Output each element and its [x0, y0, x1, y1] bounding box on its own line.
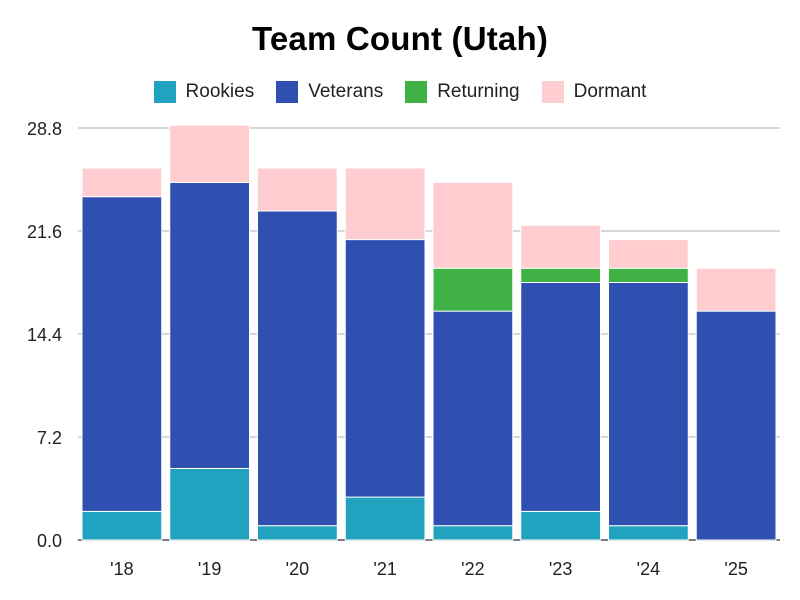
bar-dormant-6 [608, 239, 689, 269]
x-tick-label: '24 [637, 559, 660, 579]
legend-label-veterans: Veterans [308, 81, 384, 102]
bar-veterans-1 [169, 181, 250, 469]
y-axis: 0.0 7.2 14.4 21.6 28.8 [27, 119, 62, 551]
chart-title: Team Count (Utah) [251, 20, 549, 57]
x-tick-label: '21 [373, 559, 396, 579]
x-tick-label: '23 [549, 559, 572, 579]
bar-veterans-7 [695, 310, 777, 541]
bar-dormant-7 [695, 267, 777, 312]
y-tick-label: 14.4 [27, 325, 62, 345]
y-tick-label: 21.6 [27, 222, 62, 242]
legend-item-rookies: Rookies [153, 81, 255, 103]
bar-veterans-3 [344, 239, 426, 498]
bars [81, 124, 777, 541]
bar-dormant-2 [257, 167, 338, 212]
x-tick-label: '19 [198, 559, 221, 579]
bar-rookies-3 [344, 496, 426, 541]
y-tick-label: 28.8 [27, 119, 62, 139]
y-tick-label: 0.0 [37, 531, 62, 551]
x-tick-label: '22 [461, 559, 484, 579]
legend-swatch-returning [405, 81, 428, 103]
bar-veterans-6 [608, 282, 689, 527]
legend-item-dormant: Dormant [541, 81, 647, 103]
x-axis: '18 '19 '20 '21 '22 '23 '24 '25 [110, 559, 748, 579]
legend-item-veterans: Veterans [276, 81, 383, 103]
bar-rookies-2 [257, 525, 338, 541]
legend-swatch-rookies [153, 81, 176, 103]
bar-veterans-5 [520, 282, 601, 512]
legend-item-returning: Returning [405, 81, 520, 103]
y-tick-label: 7.2 [37, 428, 62, 448]
bar-returning-5 [520, 267, 601, 284]
bar-dormant-1 [169, 124, 250, 183]
legend: Rookies Veterans Returning Dormant [0, 80, 800, 104]
bar-dormant-5 [520, 224, 601, 269]
legend-swatch-veterans [276, 81, 299, 103]
bar-rookies-1 [169, 467, 250, 541]
x-tick-label: '18 [110, 559, 133, 579]
legend-label-returning: Returning [437, 81, 520, 102]
bar-veterans-2 [257, 210, 338, 527]
bar-rookies-5 [520, 510, 601, 541]
legend-swatch-dormant [541, 81, 564, 103]
x-tick-label: '25 [724, 559, 747, 579]
legend-label-dormant: Dormant [573, 81, 647, 102]
bar-dormant-3 [344, 167, 426, 241]
bar-rookies-4 [432, 525, 514, 541]
x-tick-label: '20 [286, 559, 309, 579]
bar-dormant-0 [81, 167, 163, 198]
bar-returning-6 [608, 267, 689, 284]
bar-dormant-4 [432, 181, 514, 269]
bar-veterans-4 [432, 310, 514, 527]
bar-rookies-0 [81, 510, 163, 541]
bar-rookies-6 [608, 525, 689, 541]
bar-returning-4 [432, 267, 514, 312]
legend-label-rookies: Rookies [185, 81, 255, 102]
bar-veterans-0 [81, 196, 163, 512]
